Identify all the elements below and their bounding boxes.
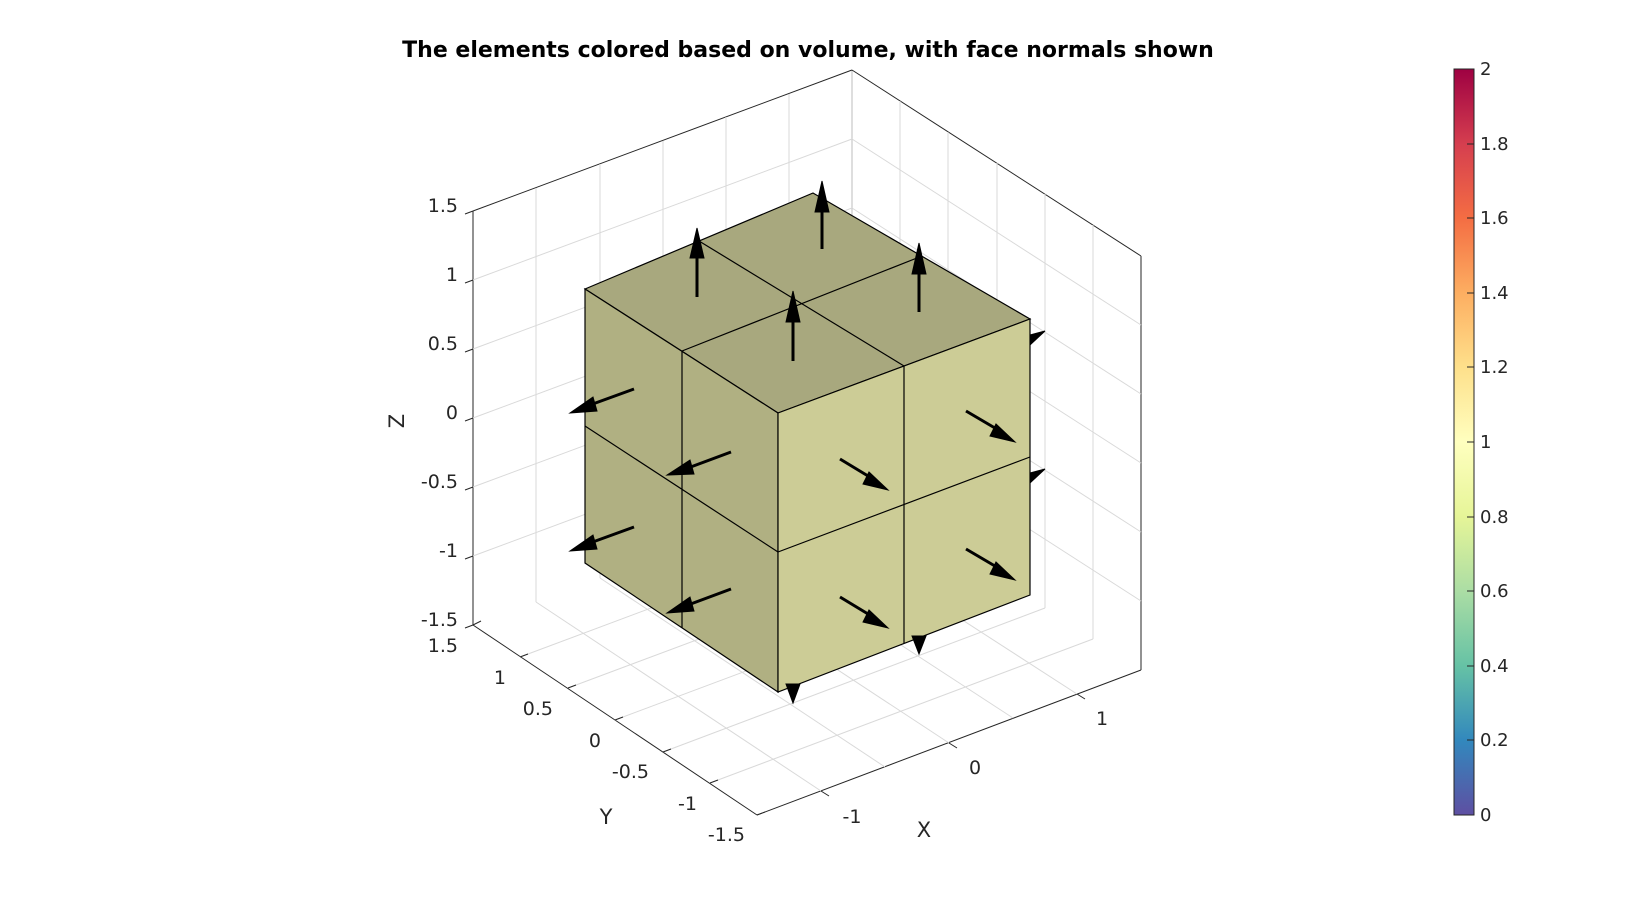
y-axis: 1.5 1 0.5 0 -0.5 -1 -1.5 Y (428, 620, 766, 846)
y-axis-label: Y (599, 805, 613, 829)
z-axis-label: Z (385, 414, 409, 428)
colorbar-tick-label: 1 (1480, 432, 1491, 453)
z-tick-label: -1 (439, 540, 458, 562)
element-mesh (583, 192, 1032, 694)
colorbar-tick-label: 0 (1480, 805, 1491, 826)
colorbar-tick-label: 0.4 (1480, 656, 1509, 677)
colorbar-tick-label: 0.8 (1480, 507, 1509, 528)
z-tick-label: -0.5 (421, 471, 458, 493)
colorbar-tick-label: 1.8 (1480, 134, 1509, 155)
y-tick-label: -1 (678, 793, 697, 815)
z-tick-label: 1 (446, 264, 458, 286)
x-tick-label: 0 (969, 757, 981, 779)
colorbar-tick-label: 1.6 (1480, 208, 1509, 229)
colorbar-tick-label: 0.2 (1480, 730, 1509, 751)
x-tick-label: 1 (1096, 708, 1108, 730)
colorbar: 2 1.8 1.6 1.4 1.2 1 0.8 0.6 0.4 0.2 0 (1453, 59, 1509, 826)
z-tick-label: 0.5 (428, 333, 458, 355)
y-tick-label: 0 (589, 730, 601, 752)
z-tick-label: 0 (446, 402, 458, 424)
figure-title: The elements colored based on volume, wi… (402, 38, 1214, 63)
y-tick-label: 0.5 (523, 698, 553, 720)
y-tick-label: 1.5 (428, 635, 458, 657)
colorbar-tick-label: 0.6 (1480, 581, 1509, 602)
z-tick-label: 1.5 (428, 195, 458, 217)
colorbar-tick-label: 1.2 (1480, 357, 1509, 378)
y-tick-label: 1 (494, 667, 506, 689)
z-tick-label: -1.5 (421, 609, 458, 631)
y-tick-label: -1.5 (708, 824, 745, 846)
x-tick-label: -1 (843, 806, 862, 828)
x-axis-label: X (917, 818, 931, 842)
face-normal-arrows (568, 180, 1046, 705)
y-tick-label: -0.5 (612, 761, 649, 783)
z-axis: 1.5 1 0.5 0 -0.5 -1 -1.5 Z (385, 195, 474, 631)
x-axis: -1 0 1 X (820, 693, 1108, 842)
colorbar-tick-label: 2 (1480, 59, 1491, 80)
colorbar-tick-label: 1.4 (1480, 283, 1509, 304)
